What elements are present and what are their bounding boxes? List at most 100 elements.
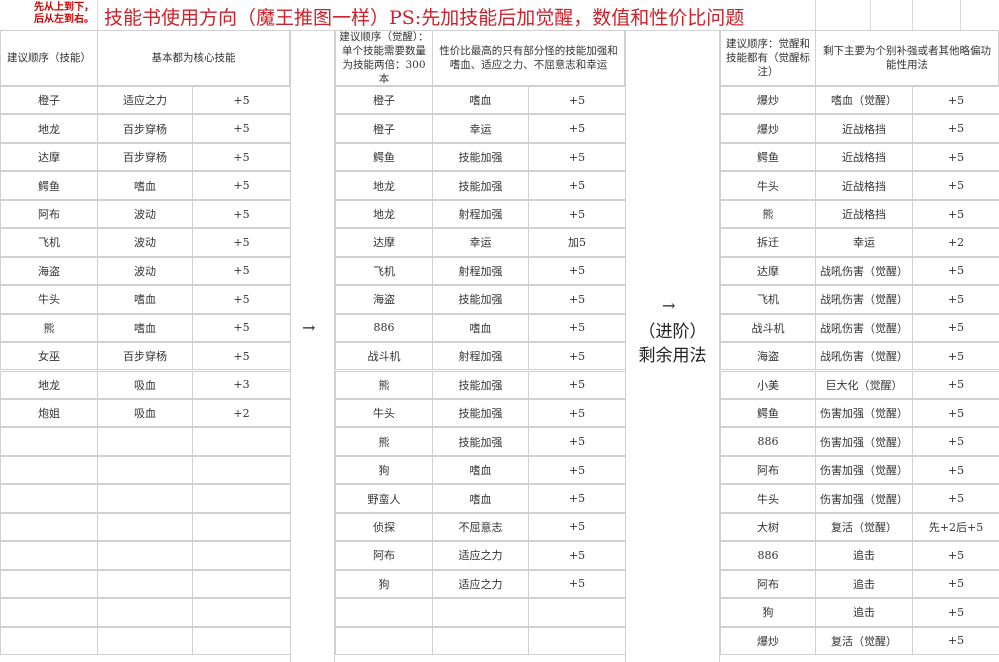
cell-empty[interactable] bbox=[192, 455, 291, 485]
cell-unit[interactable]: 地龙 bbox=[0, 114, 98, 143]
cell-value[interactable]: +5 bbox=[528, 484, 626, 513]
cell-unit[interactable]: 鳄鱼 bbox=[720, 142, 816, 172]
cell-skill[interactable]: 幸运 bbox=[432, 114, 529, 143]
cell-unit[interactable]: 爆炒 bbox=[720, 626, 816, 655]
cell-value[interactable]: +5 bbox=[528, 171, 626, 200]
cell-unit[interactable]: 战斗机 bbox=[720, 313, 816, 343]
cell-value[interactable]: +5 bbox=[528, 199, 626, 229]
cell-skill[interactable]: 近战格挡 bbox=[815, 114, 913, 143]
cell-skill[interactable]: 射程加强 bbox=[432, 256, 529, 286]
cell-skill[interactable]: 嗜血 bbox=[432, 455, 529, 485]
cell-empty[interactable] bbox=[97, 569, 193, 599]
cell-value[interactable]: +5 bbox=[528, 398, 626, 428]
cell-value[interactable]: +5 bbox=[912, 427, 999, 456]
cell-skill[interactable]: 百步穿杨 bbox=[97, 342, 193, 371]
cell-unit[interactable]: 炮姐 bbox=[0, 398, 98, 428]
cell-unit[interactable]: 飞机 bbox=[0, 228, 98, 257]
cell-unit[interactable]: 飞机 bbox=[335, 256, 433, 286]
cell-skill[interactable]: 战吼伤害（觉醒） bbox=[815, 313, 913, 343]
cell-value[interactable]: +5 bbox=[912, 285, 999, 314]
cell-value[interactable]: 加5 bbox=[528, 228, 626, 257]
cell-value[interactable]: +5 bbox=[912, 398, 999, 428]
cell-skill[interactable]: 吸血 bbox=[97, 398, 193, 428]
cell-value[interactable]: +5 bbox=[528, 512, 626, 542]
header-description[interactable]: 性价比最高的只有部分怪的技能加强和嗜血、适应之力、不屈意志和幸运 bbox=[432, 30, 625, 86]
cell-skill[interactable]: 百步穿杨 bbox=[97, 114, 193, 143]
cell-skill[interactable]: 适应之力 bbox=[432, 541, 529, 570]
cell-empty[interactable] bbox=[528, 626, 626, 655]
cell-skill[interactable]: 伤害加强（觉醒） bbox=[815, 455, 913, 485]
cell-value[interactable]: +5 bbox=[528, 541, 626, 570]
header-order[interactable]: 建议顺序（觉醒）：单个技能需要数量为技能两倍：300本 bbox=[335, 30, 433, 86]
cell-value[interactable]: +5 bbox=[912, 569, 999, 599]
cell-value[interactable]: +5 bbox=[912, 142, 999, 172]
cell-value[interactable]: +2 bbox=[912, 228, 999, 257]
cell-value[interactable]: +5 bbox=[912, 342, 999, 371]
cell-unit[interactable]: 牛头 bbox=[720, 171, 816, 200]
cell-value[interactable]: +5 bbox=[912, 313, 999, 343]
cell-empty[interactable] bbox=[97, 455, 193, 485]
cell-unit[interactable]: 战斗机 bbox=[335, 342, 433, 371]
cell-unit[interactable]: 橙子 bbox=[0, 86, 98, 115]
cell-skill[interactable]: 百步穿杨 bbox=[97, 142, 193, 172]
cell-empty[interactable] bbox=[97, 512, 193, 542]
cell-empty[interactable] bbox=[335, 626, 433, 655]
cell-empty[interactable] bbox=[97, 598, 193, 627]
cell-skill[interactable]: 战吼伤害（觉醒） bbox=[815, 342, 913, 371]
cell-empty[interactable] bbox=[0, 541, 98, 570]
cell-empty[interactable] bbox=[192, 541, 291, 570]
cell-skill[interactable]: 不屈意志 bbox=[432, 512, 529, 542]
cell-unit[interactable]: 阿布 bbox=[720, 569, 816, 599]
cell-skill[interactable]: 嗜血（觉醒） bbox=[815, 86, 913, 115]
cell-unit[interactable]: 达摩 bbox=[0, 142, 98, 172]
cell-value[interactable]: +5 bbox=[192, 285, 291, 314]
cell-empty[interactable] bbox=[97, 626, 193, 655]
cell-empty[interactable] bbox=[97, 541, 193, 570]
cell-empty[interactable] bbox=[192, 598, 291, 627]
cell-empty[interactable] bbox=[0, 484, 98, 513]
cell-empty[interactable] bbox=[528, 598, 626, 627]
cell-unit[interactable]: 鳄鱼 bbox=[0, 171, 98, 200]
cell-value[interactable]: +5 bbox=[528, 256, 626, 286]
cell-value[interactable]: +5 bbox=[528, 142, 626, 172]
cell-skill[interactable]: 波动 bbox=[97, 256, 193, 286]
cell-value[interactable]: +5 bbox=[912, 455, 999, 485]
cell-value[interactable]: +3 bbox=[192, 370, 291, 399]
cell-empty[interactable] bbox=[432, 598, 529, 627]
cell-value[interactable]: +5 bbox=[192, 199, 291, 229]
cell-value[interactable]: +5 bbox=[192, 114, 291, 143]
cell-value[interactable]: +5 bbox=[192, 313, 291, 343]
cell-empty[interactable] bbox=[0, 598, 98, 627]
cell-value[interactable]: +5 bbox=[192, 86, 291, 115]
cell-unit[interactable]: 地龙 bbox=[335, 199, 433, 229]
cell-value[interactable]: +5 bbox=[912, 626, 999, 655]
cell-skill[interactable]: 嗜血 bbox=[97, 171, 193, 200]
cell-unit[interactable]: 大树 bbox=[720, 512, 816, 542]
cell-skill[interactable]: 幸运 bbox=[432, 228, 529, 257]
cell-empty[interactable] bbox=[97, 427, 193, 456]
cell-unit[interactable]: 阿布 bbox=[0, 199, 98, 229]
cell-unit[interactable]: 熊 bbox=[335, 370, 433, 399]
cell-value[interactable]: +5 bbox=[912, 86, 999, 115]
cell-unit[interactable]: 狗 bbox=[720, 598, 816, 627]
cell-unit[interactable]: 鳄鱼 bbox=[335, 142, 433, 172]
cell-value[interactable]: +5 bbox=[912, 114, 999, 143]
cell-skill[interactable]: 近战格挡 bbox=[815, 142, 913, 172]
cell-empty[interactable] bbox=[0, 512, 98, 542]
cell-empty[interactable] bbox=[0, 569, 98, 599]
cell-skill[interactable]: 幸运 bbox=[815, 228, 913, 257]
cell-skill[interactable]: 伤害加强（觉醒） bbox=[815, 484, 913, 513]
cell-skill[interactable]: 波动 bbox=[97, 228, 193, 257]
header-description[interactable]: 剩下主要为个别补强或者其他略偏功能性用法 bbox=[815, 30, 999, 86]
cell-skill[interactable]: 近战格挡 bbox=[815, 199, 913, 229]
cell-unit[interactable]: 地龙 bbox=[335, 171, 433, 200]
cell-empty[interactable] bbox=[432, 626, 529, 655]
cell-unit[interactable]: 达摩 bbox=[720, 256, 816, 286]
cell-skill[interactable]: 吸血 bbox=[97, 370, 193, 399]
cell-unit[interactable]: 886 bbox=[720, 427, 816, 456]
cell-value[interactable]: +5 bbox=[912, 541, 999, 570]
cell-value[interactable]: +5 bbox=[192, 256, 291, 286]
cell-unit[interactable]: 飞机 bbox=[720, 285, 816, 314]
cell-value[interactable]: +5 bbox=[528, 342, 626, 371]
cell-value[interactable]: +5 bbox=[528, 370, 626, 399]
